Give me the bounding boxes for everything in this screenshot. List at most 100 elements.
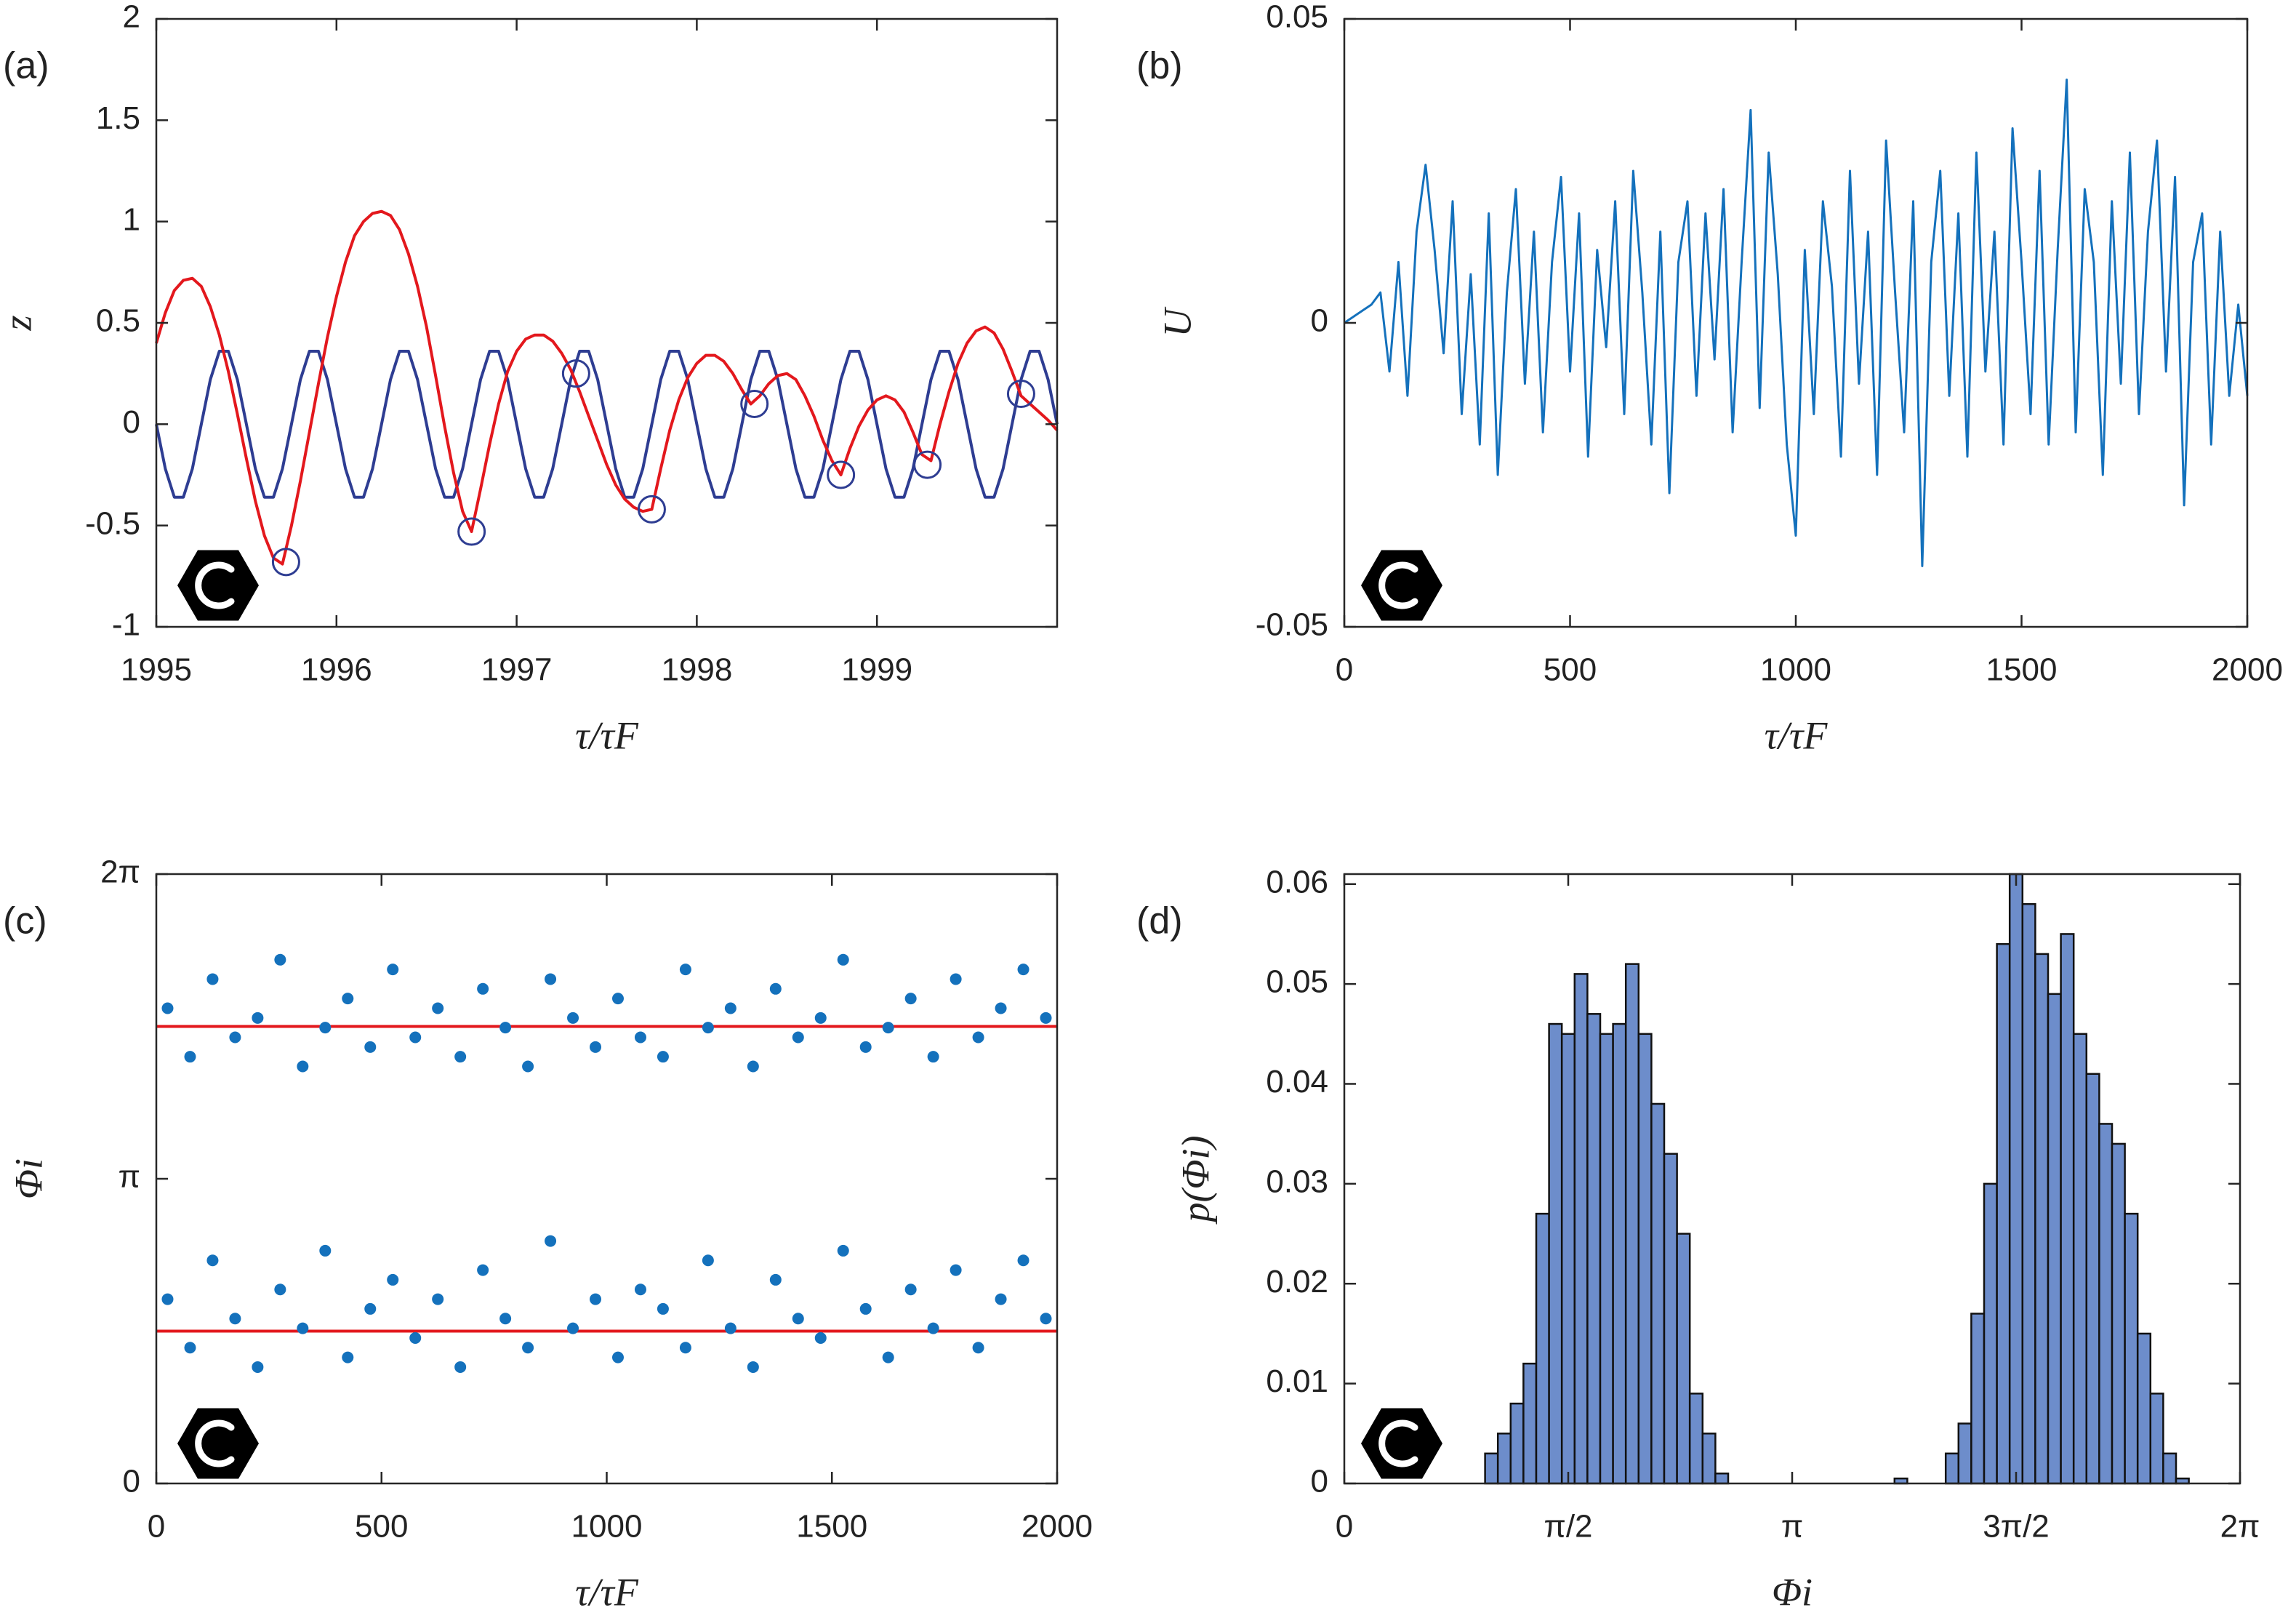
x-tick-label: 1995 bbox=[121, 652, 192, 688]
bar bbox=[1650, 1102, 1666, 1485]
x-tick-label: 1500 bbox=[1986, 652, 2058, 688]
bar bbox=[1714, 1473, 1730, 1485]
x-tick-label: 500 bbox=[355, 1509, 408, 1545]
y-axis-label: Φi bbox=[7, 1158, 50, 1199]
y-tick-label: 0.01 bbox=[1266, 1363, 1328, 1399]
axes-box bbox=[155, 17, 1059, 628]
point bbox=[950, 1264, 962, 1276]
point bbox=[859, 1041, 872, 1053]
point bbox=[252, 1012, 264, 1024]
bar bbox=[1663, 1153, 1678, 1485]
point bbox=[387, 964, 399, 976]
point bbox=[814, 1331, 827, 1344]
y-tick-label: -1 bbox=[112, 607, 140, 643]
point bbox=[1040, 1012, 1052, 1024]
point bbox=[611, 1351, 624, 1363]
point bbox=[454, 1051, 467, 1063]
point bbox=[229, 1031, 241, 1044]
point bbox=[657, 1051, 669, 1063]
point bbox=[814, 1012, 827, 1024]
point bbox=[364, 1041, 377, 1053]
badge-hexagon bbox=[1361, 1408, 1442, 1479]
point bbox=[274, 1283, 286, 1296]
y-tick-label: -0.5 bbox=[85, 505, 140, 541]
point bbox=[387, 1273, 399, 1286]
x-tick-label: 1000 bbox=[1760, 652, 1831, 688]
point bbox=[229, 1313, 241, 1325]
bar bbox=[1701, 1433, 1717, 1485]
point bbox=[545, 973, 557, 985]
x-tick-label: 0 bbox=[1336, 1509, 1353, 1545]
point bbox=[611, 993, 624, 1005]
bar bbox=[1573, 973, 1589, 1485]
panel-label: (c) bbox=[3, 900, 47, 942]
y-axis-label: p(Φi) bbox=[1173, 1135, 1217, 1225]
panel-label: (b) bbox=[1136, 45, 1183, 87]
marker bbox=[740, 389, 769, 418]
x-tick-label: 1997 bbox=[481, 652, 553, 688]
bar bbox=[1509, 1402, 1525, 1485]
badge-letter bbox=[195, 1419, 235, 1467]
x-tick-label: 2π bbox=[2220, 1509, 2260, 1545]
line bbox=[155, 350, 1059, 499]
bar bbox=[1612, 1022, 1627, 1485]
bar bbox=[2008, 873, 2024, 1485]
point bbox=[657, 1302, 669, 1315]
point bbox=[972, 1342, 984, 1354]
bar bbox=[1548, 1022, 1563, 1485]
point bbox=[679, 964, 691, 976]
point bbox=[319, 1022, 332, 1034]
x-axis-label: Φi bbox=[1772, 1570, 1813, 1614]
x-tick-label: 1998 bbox=[661, 652, 732, 688]
point bbox=[297, 1322, 309, 1334]
badge-letter bbox=[1378, 561, 1418, 609]
bar bbox=[2047, 993, 2062, 1485]
panel-label: (d) bbox=[1136, 900, 1183, 942]
panel-label: (a) bbox=[3, 45, 49, 87]
point bbox=[927, 1322, 939, 1334]
panel: (c) 0 500 1000 1500 2000 0 π 2π τ/τF Φi bbox=[3, 854, 1093, 1614]
y-tick-label: 0 bbox=[123, 1464, 140, 1499]
bar bbox=[1637, 1033, 1653, 1485]
y-tick-label: 2 bbox=[123, 0, 140, 35]
point bbox=[477, 982, 489, 995]
badge-letter bbox=[195, 561, 235, 609]
point bbox=[590, 1041, 602, 1053]
point bbox=[995, 1002, 1007, 1014]
point bbox=[567, 1012, 579, 1024]
bar bbox=[1676, 1233, 1691, 1485]
point bbox=[702, 1254, 714, 1267]
point bbox=[184, 1342, 196, 1354]
point bbox=[432, 1293, 444, 1305]
x-tick-label: 2000 bbox=[1021, 1509, 1093, 1545]
y-tick-label: 0 bbox=[123, 404, 140, 440]
y-axis-label: U bbox=[1155, 307, 1199, 337]
y-tick-label: 2π bbox=[100, 854, 140, 890]
point bbox=[972, 1031, 984, 1044]
y-tick-label: -0.05 bbox=[1256, 607, 1328, 643]
bar bbox=[1944, 1452, 1960, 1485]
y-tick-label: 0.05 bbox=[1266, 0, 1328, 35]
point bbox=[499, 1313, 512, 1325]
point bbox=[747, 1361, 759, 1373]
point bbox=[364, 1302, 377, 1315]
point bbox=[904, 993, 917, 1005]
y-tick-label: 0.02 bbox=[1266, 1264, 1328, 1299]
bar bbox=[1983, 1182, 1998, 1485]
point bbox=[274, 953, 286, 966]
point bbox=[769, 982, 782, 995]
x-tick-label: 500 bbox=[1544, 652, 1597, 688]
y-tick-label: 1 bbox=[123, 201, 140, 237]
badge-letter bbox=[1378, 1419, 1418, 1467]
point bbox=[634, 1031, 646, 1044]
point bbox=[747, 1060, 759, 1073]
point bbox=[859, 1302, 872, 1315]
point bbox=[1017, 964, 1029, 976]
point bbox=[927, 1051, 939, 1063]
bar bbox=[1996, 942, 2011, 1485]
marker bbox=[913, 450, 942, 479]
marker bbox=[827, 460, 856, 489]
y-tick-label: 0.05 bbox=[1266, 964, 1328, 1000]
point bbox=[837, 1244, 849, 1257]
